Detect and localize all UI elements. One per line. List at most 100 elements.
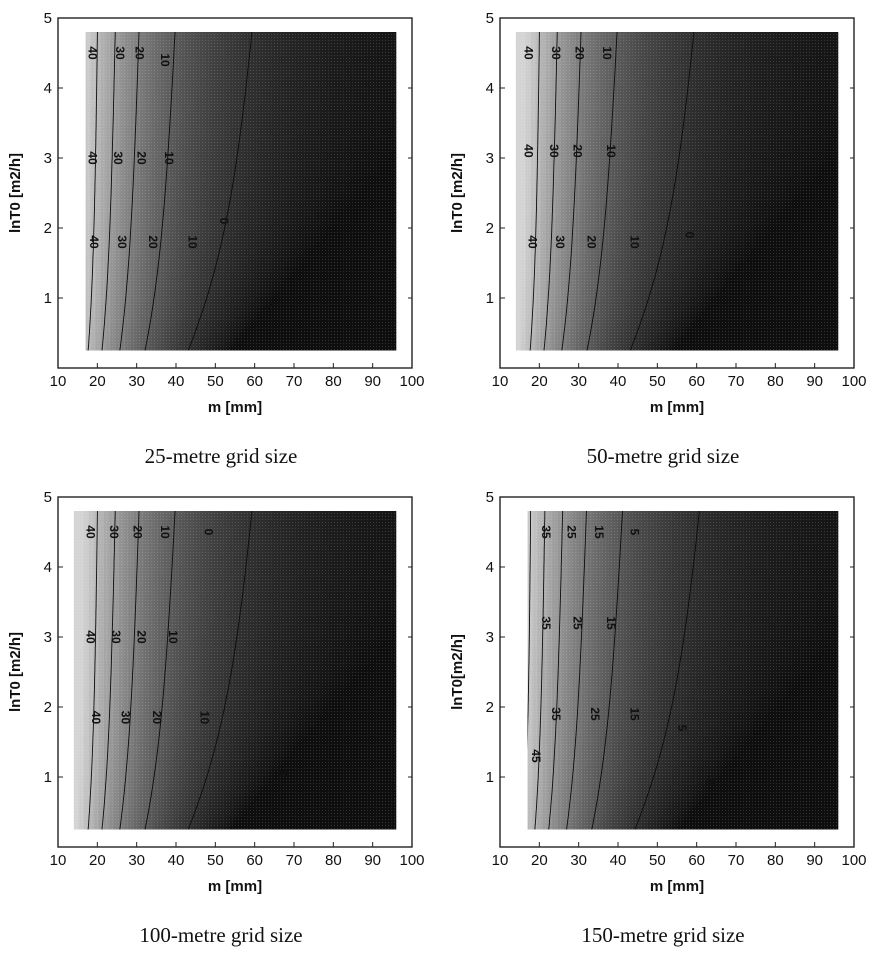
contour-label: 35 bbox=[539, 525, 553, 539]
contour-label: 20 bbox=[134, 630, 148, 644]
x-tick-label: 10 bbox=[492, 852, 509, 869]
shaded-field bbox=[85, 32, 397, 351]
contour-line bbox=[119, 32, 140, 351]
y-tick-label: 1 bbox=[44, 769, 52, 786]
x-tick-label: 70 bbox=[286, 373, 303, 390]
contour-label: 40 bbox=[83, 525, 97, 539]
caption-100m: 100-metre grid size bbox=[139, 923, 303, 947]
contour-line bbox=[634, 511, 700, 830]
contour-label: 0 bbox=[201, 529, 215, 536]
x-axis-label: m [mm] bbox=[208, 399, 262, 416]
x-tick-label: 60 bbox=[688, 373, 705, 390]
contour-label: 10 bbox=[158, 53, 172, 67]
contour-label: 30 bbox=[119, 711, 133, 725]
contour-line bbox=[144, 32, 176, 351]
x-tick-label: 60 bbox=[246, 852, 263, 869]
y-tick-label: 1 bbox=[44, 290, 52, 307]
x-tick-label: 40 bbox=[610, 373, 627, 390]
contour-label: 20 bbox=[134, 151, 148, 165]
caption-150m: 150-metre grid size bbox=[581, 923, 745, 947]
x-axis-label: m [mm] bbox=[650, 399, 704, 416]
y-tick-label: 4 bbox=[486, 80, 494, 97]
contour-label: 30 bbox=[107, 525, 121, 539]
chart-panel-150m: 35 25 15 5 35 25 15 35 25 15 45 5 -5 10 20 30 40 50 60 70 80… bbox=[442, 479, 884, 958]
x-tick-label: 20 bbox=[531, 373, 548, 390]
x-tick-label: 30 bbox=[570, 852, 587, 869]
y-tick-label: 2 bbox=[44, 220, 52, 237]
x-tick-label: 50 bbox=[207, 852, 224, 869]
y-tick-label: 3 bbox=[44, 150, 52, 167]
contour-line bbox=[548, 511, 564, 830]
contour-label: 10 bbox=[604, 144, 618, 158]
contour-label: 40 bbox=[89, 711, 103, 725]
x-tick-label: 30 bbox=[128, 852, 145, 869]
x-tick-label: 50 bbox=[649, 373, 666, 390]
x-tick-label: 90 bbox=[806, 852, 823, 869]
contour-line bbox=[566, 511, 587, 830]
contour-label: 30 bbox=[549, 46, 563, 60]
contour-label: 0 bbox=[276, 770, 290, 777]
contour-label: 20 bbox=[130, 525, 144, 539]
contour-line bbox=[119, 511, 140, 830]
x-tick-label: 100 bbox=[841, 373, 866, 390]
contour-label: 35 bbox=[549, 707, 563, 721]
contour-line bbox=[586, 32, 618, 351]
contour-label: 30 bbox=[547, 144, 561, 158]
contour-label: 30 bbox=[109, 630, 123, 644]
contour-label: 10 bbox=[158, 525, 172, 539]
contour-label: 30 bbox=[113, 46, 127, 60]
x-tick-label: 30 bbox=[570, 373, 587, 390]
contour-label: 40 bbox=[83, 630, 97, 644]
shaded-field bbox=[527, 511, 839, 830]
contour-line bbox=[144, 511, 176, 830]
contour-label: 20 bbox=[571, 144, 585, 158]
contour-line bbox=[534, 511, 546, 830]
contour-label: 40 bbox=[521, 46, 535, 60]
x-tick-label: 100 bbox=[841, 852, 866, 869]
x-tick-label: 20 bbox=[531, 852, 548, 869]
x-tick-label: 40 bbox=[168, 852, 185, 869]
y-tick-label: 4 bbox=[486, 559, 494, 576]
x-tick-label: 20 bbox=[89, 373, 106, 390]
x-tick-label: 60 bbox=[688, 852, 705, 869]
x-tick-label: 80 bbox=[325, 373, 342, 390]
contour-label: 25 bbox=[588, 707, 602, 721]
contour-line bbox=[629, 32, 695, 351]
x-tick-label: 90 bbox=[806, 373, 823, 390]
x-tick-label: 90 bbox=[364, 852, 381, 869]
y-tick-label: 2 bbox=[486, 220, 494, 237]
contour-label: 30 bbox=[111, 151, 125, 165]
y-tick-label: 2 bbox=[486, 699, 494, 716]
y-tick-label: 4 bbox=[44, 80, 52, 97]
contour-label: 15 bbox=[592, 525, 606, 539]
contour-label: 15 bbox=[604, 616, 618, 630]
x-tick-label: 20 bbox=[89, 852, 106, 869]
x-tick-label: 50 bbox=[649, 852, 666, 869]
x-tick-label: 30 bbox=[128, 373, 145, 390]
contour-label: 20 bbox=[132, 46, 146, 60]
contour-label: 35 bbox=[539, 616, 553, 630]
contour-line bbox=[187, 32, 253, 351]
y-axis-label: lnT0[m2/h] bbox=[449, 634, 466, 710]
contour-label: 20 bbox=[584, 235, 598, 249]
y-tick-label: 3 bbox=[486, 629, 494, 646]
x-tick-label: 70 bbox=[728, 852, 745, 869]
contour-label: -5 bbox=[702, 775, 716, 786]
contour-label: 0 bbox=[683, 232, 697, 239]
contour-line bbox=[529, 32, 540, 351]
x-tick-label: 60 bbox=[246, 373, 263, 390]
x-tick-label: 10 bbox=[50, 373, 67, 390]
y-tick-label: 5 bbox=[44, 10, 52, 27]
contour-label: 30 bbox=[553, 235, 567, 249]
y-axis-label: lnT0 [m2/h] bbox=[7, 632, 24, 712]
contour-label: 20 bbox=[146, 235, 160, 249]
x-tick-label: 10 bbox=[50, 852, 67, 869]
contour-label: 40 bbox=[85, 46, 99, 60]
caption-25m: 25-metre grid size bbox=[144, 444, 298, 468]
contour-label: 45 bbox=[529, 749, 543, 763]
contour-label: 25 bbox=[565, 525, 579, 539]
caption-50m: 50-metre grid size bbox=[586, 444, 740, 468]
contour-label: 10 bbox=[186, 235, 200, 249]
y-tick-label: 5 bbox=[44, 489, 52, 506]
contour-label: 40 bbox=[85, 151, 99, 165]
